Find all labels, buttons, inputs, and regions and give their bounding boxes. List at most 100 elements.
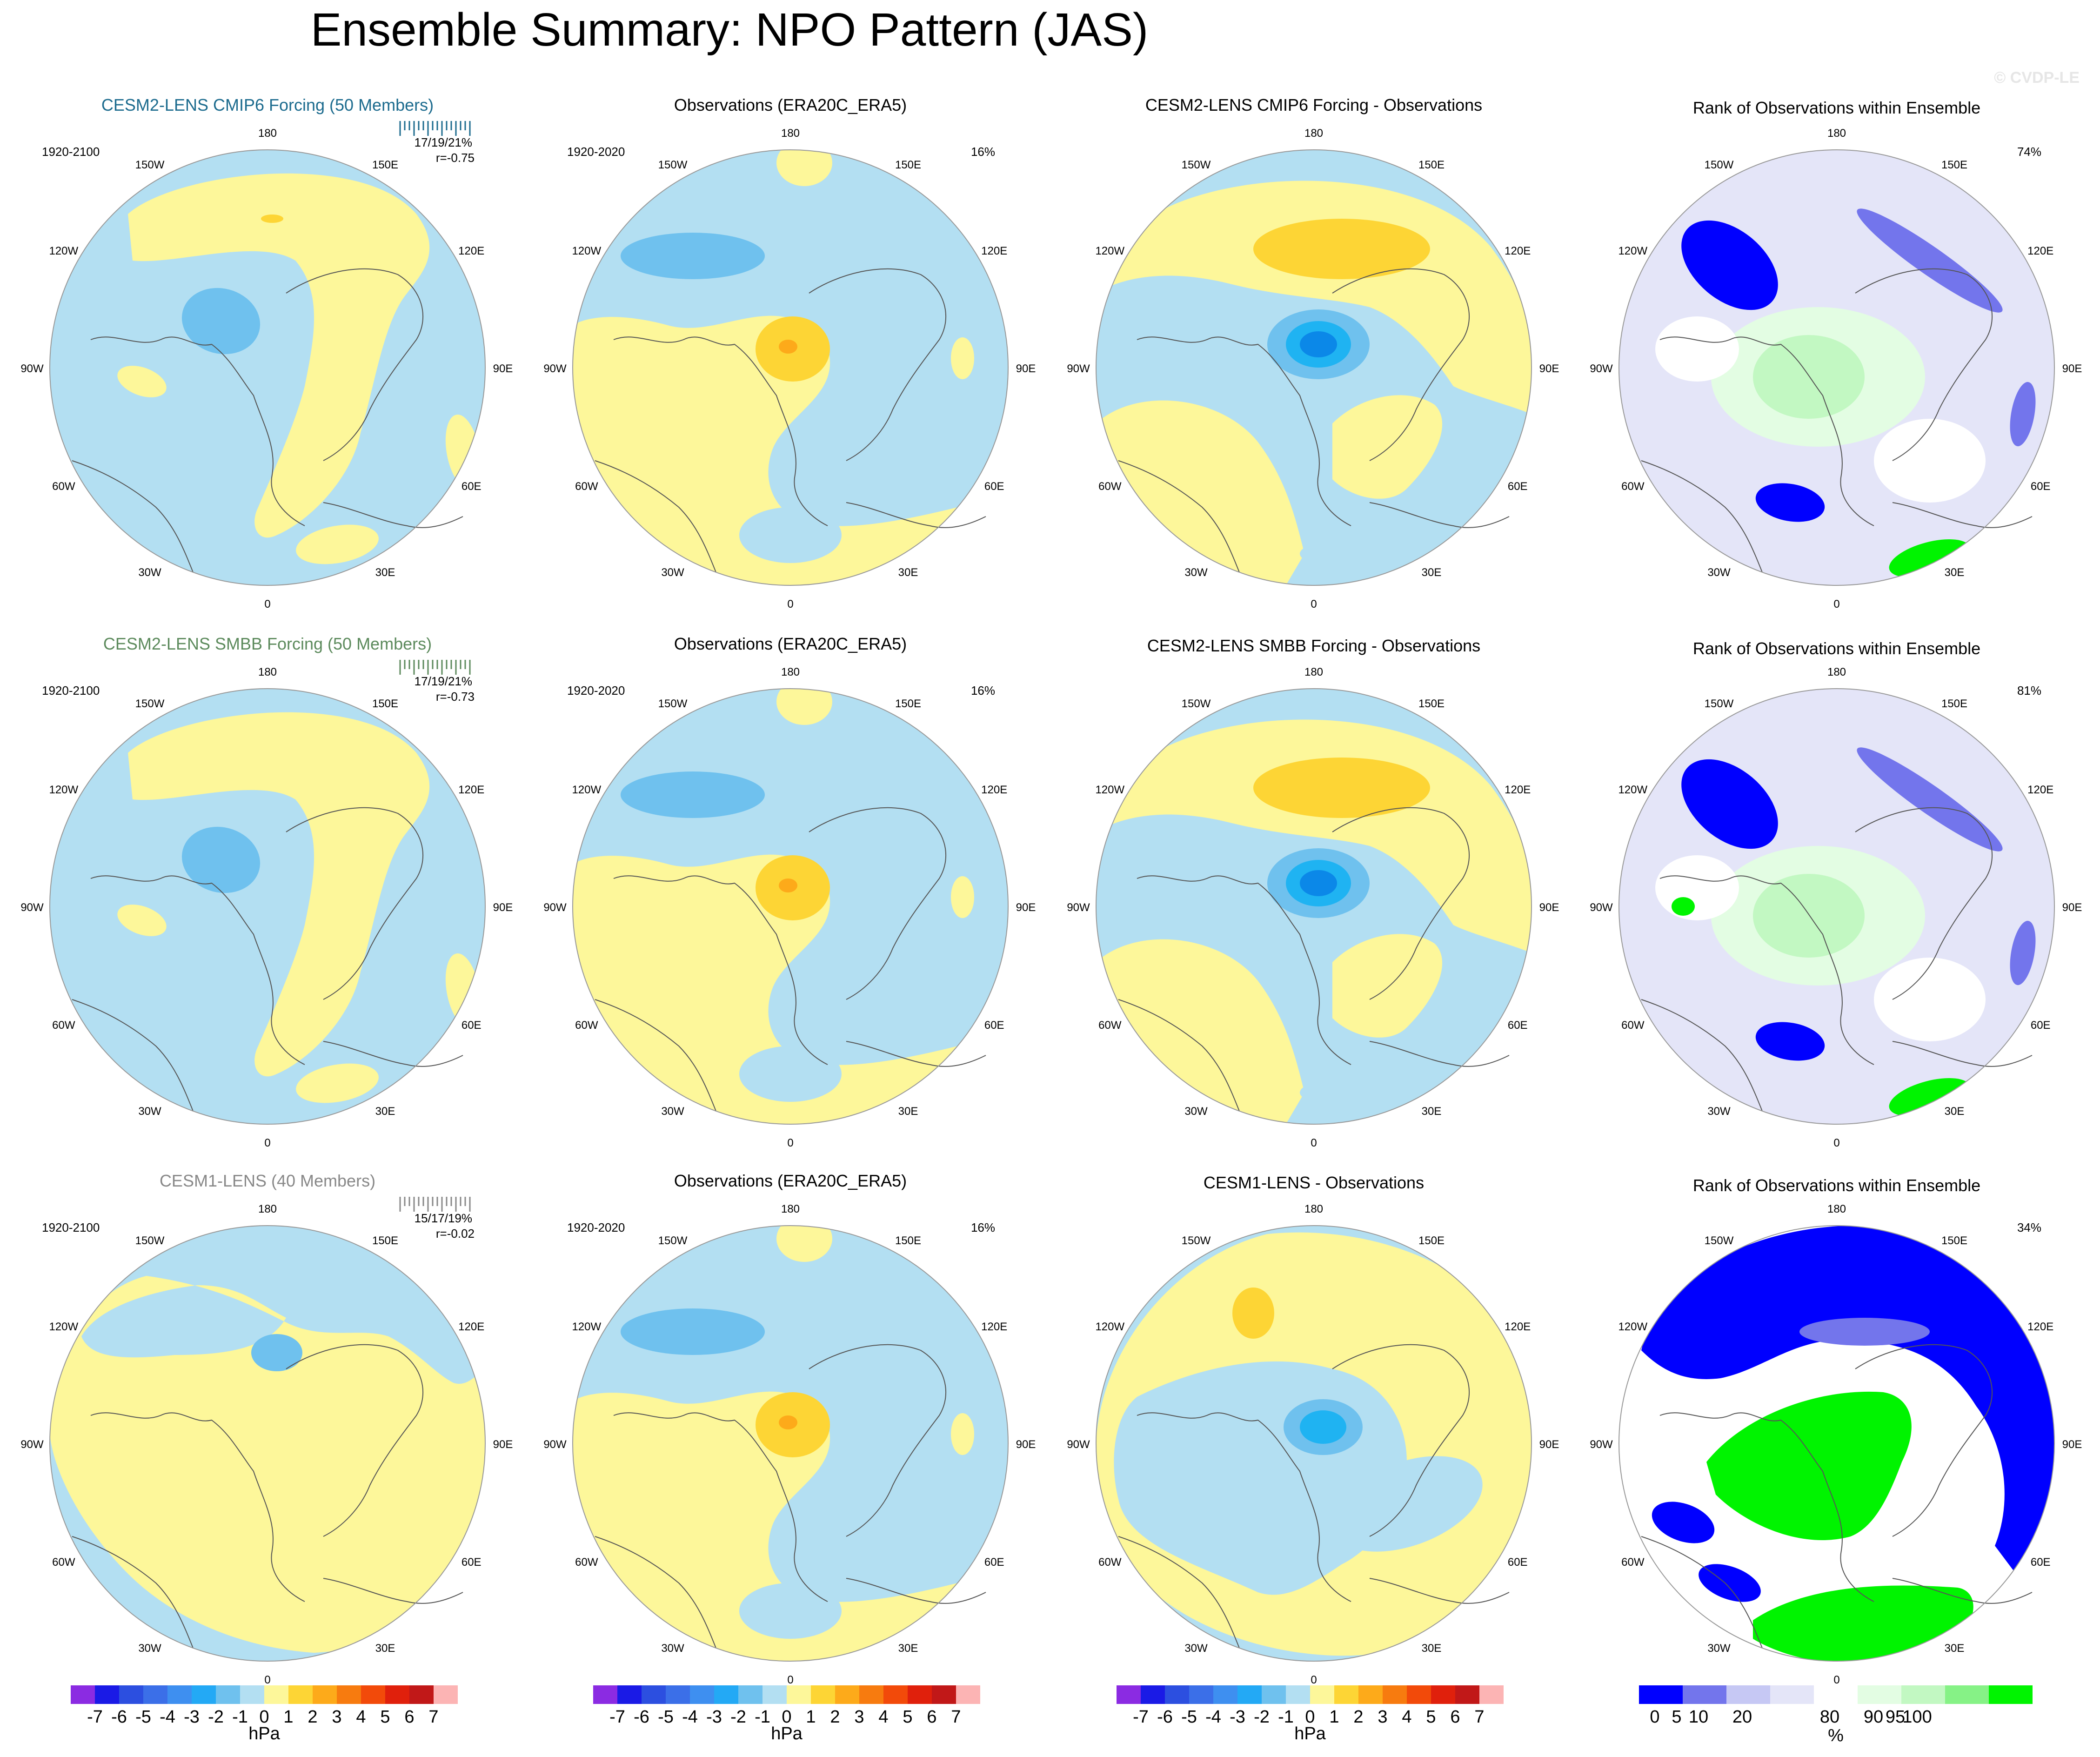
- map-boundary: [572, 1225, 1009, 1662]
- ensemble-spread-bar: [399, 1197, 471, 1212]
- panel-title: Observations (ERA20C_ERA5): [674, 95, 907, 114]
- colorbar-tick-label: 2: [1353, 1707, 1363, 1727]
- colorbar-swatch: [119, 1685, 143, 1704]
- pattern-correlation: r=-0.02: [436, 1227, 475, 1241]
- coastline: [1641, 460, 1763, 573]
- longitude-label: 150W: [658, 697, 688, 710]
- longitude-label: 180: [1304, 666, 1323, 678]
- percent-variance: 16%: [971, 145, 995, 159]
- longitude-label: 90E: [2062, 901, 2082, 914]
- coastline: [809, 268, 946, 461]
- rank-0-5-region: [1681, 759, 1778, 849]
- longitude-label: 150W: [1182, 159, 1211, 171]
- polar-map: [50, 150, 485, 585]
- rank-20-80-region: [1655, 316, 1739, 382]
- colorbar-tick-label: -7: [1133, 1707, 1149, 1727]
- longitude-label: 30E: [375, 1642, 395, 1655]
- colorbar-units: hPa: [1294, 1724, 1326, 1744]
- longitude-label: 90W: [1590, 362, 1613, 375]
- longitude-label: 120E: [458, 245, 484, 257]
- colorbar-tick-label: 3: [332, 1707, 341, 1727]
- longitude-label: 30E: [375, 1105, 395, 1118]
- colorbar-tick-label: -2: [1254, 1707, 1270, 1727]
- polar-map: [1096, 150, 1532, 585]
- coastline: [286, 1344, 423, 1537]
- pattern-correlation: r=-0.75: [436, 151, 475, 165]
- longitude-label: 150E: [1941, 159, 1967, 171]
- positive-anomaly-center: [1232, 1288, 1274, 1339]
- colorbar-tick-label: 5: [903, 1707, 912, 1727]
- longitude-label: 30W: [138, 566, 161, 579]
- map-boundary: [49, 688, 486, 1125]
- map-boundary: [1618, 1225, 2055, 1662]
- coastline: [1659, 336, 1874, 526]
- time-period: 1920-2100: [42, 684, 100, 697]
- longitude-label: 60W: [1098, 480, 1122, 493]
- longitude-label: 60E: [984, 480, 1004, 493]
- colorbar-units: hPa: [771, 1724, 803, 1744]
- time-period: 1920-2100: [42, 145, 100, 159]
- panel-obs-row-2: 180 150E 120E 90E 60E 30E 0 30W 60W 90W 120W 150W Ob…: [543, 634, 1036, 1149]
- coastline: [1118, 1536, 1240, 1649]
- colorbar-tick-label: 5: [380, 1707, 390, 1727]
- coastline: [1641, 1536, 1763, 1649]
- longitude-label: 150E: [372, 159, 398, 171]
- longitude-label: 60E: [984, 1556, 1004, 1569]
- coastline: [613, 336, 828, 526]
- coastline: [90, 875, 305, 1065]
- coastline: [846, 502, 986, 528]
- neutral-region: [1300, 1081, 1365, 1104]
- coastline: [1332, 1344, 1470, 1537]
- panel-obs-row-3: 180 150E 120E 90E 60E 30E 0 30W 60W 90W 120W 150W Ob…: [543, 1171, 1036, 1686]
- longitude-label: 90E: [1539, 901, 1559, 914]
- panel-title: CESM2-LENS CMIP6 Forcing (50 Members): [101, 95, 434, 114]
- negative-anomaly-center: [251, 1334, 302, 1371]
- colorbar-swatch: [1455, 1685, 1479, 1704]
- negative-anomaly-center: [181, 826, 261, 893]
- longitude-label: 0: [1833, 1137, 1839, 1149]
- longitude-label: 60W: [52, 480, 75, 493]
- map-boundary: [1618, 149, 2055, 586]
- longitude-label: 120E: [981, 245, 1007, 257]
- longitude-label: 60W: [1098, 1556, 1122, 1569]
- colorbar-tick-label: 0: [259, 1707, 269, 1727]
- coastline: [323, 1041, 463, 1067]
- colorbar-swatch: [1479, 1685, 1504, 1704]
- colorbar-swatch: [1334, 1685, 1358, 1704]
- colorbar-tick-label: -6: [634, 1707, 649, 1727]
- longitude-label: 60E: [461, 1019, 482, 1032]
- longitude-label: 120W: [49, 1321, 78, 1333]
- colorbar-swatch: [143, 1685, 167, 1704]
- colorbar-swatch: [787, 1685, 811, 1704]
- colorbar-tick-label: 0: [782, 1707, 791, 1727]
- longitude-label: 150W: [658, 1234, 688, 1247]
- longitude-label: 120E: [458, 784, 484, 796]
- longitude-label: 90W: [20, 1438, 44, 1451]
- panel-obs-row-1: 180 150E 120E 90E 60E 30E 0 30W 60W 90W 120W 150W Ob…: [543, 95, 1036, 610]
- colorbar-swatch: [1814, 1685, 1858, 1704]
- longitude-label: 150W: [1705, 697, 1734, 710]
- longitude-label: 120W: [1618, 1321, 1647, 1333]
- longitude-label: 150E: [1941, 697, 1967, 710]
- rank-5-10-region: [2010, 920, 2036, 986]
- colorbar-tick-label: 10: [1689, 1707, 1708, 1727]
- colorbar-tick-label: 1: [283, 1707, 293, 1727]
- longitude-label: 150E: [1418, 1234, 1445, 1247]
- colorbar-tick-label: 80: [1820, 1707, 1839, 1727]
- panel-rank-row-2: 180 150E 120E 90E 60E 30E 0 30W 60W 90W 120W 150W Ra…: [1590, 639, 2082, 1149]
- longitude-label: 60W: [1621, 1019, 1645, 1032]
- positive-anomaly-region: [776, 1226, 832, 1262]
- longitude-label: 60W: [1621, 1556, 1645, 1569]
- panel-rank-row-1: 180 150E 120E 90E 60E 30E 0 30W 60W 90W 120W 150W Ra…: [1590, 98, 2082, 610]
- coastline: [1369, 1041, 1510, 1067]
- negative-anomaly-center: [621, 233, 765, 279]
- negative-anomaly-center: [621, 1308, 765, 1355]
- negative-anomaly-center: [1300, 1410, 1346, 1444]
- positive-anomaly-region: [951, 1413, 974, 1455]
- panel-title: Rank of Observations within Ensemble: [1693, 1176, 1980, 1195]
- longitude-label: 0: [1833, 1674, 1839, 1686]
- colorbar-swatch: [932, 1685, 956, 1704]
- colorbar-swatch: [192, 1685, 216, 1704]
- colorbar-tick-label: -4: [1205, 1707, 1221, 1727]
